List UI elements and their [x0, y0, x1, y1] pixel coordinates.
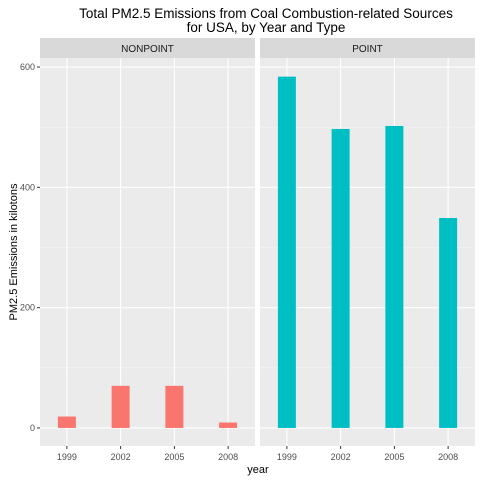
- bar-nonpoint-2008: [219, 422, 238, 428]
- bar-point-2005: [385, 125, 404, 428]
- panel-nonpoint-label: NONPOINT: [121, 44, 174, 55]
- x-axis-point: 1999 2002 2005 2008: [277, 446, 458, 462]
- x-tick-label: 2002: [111, 452, 131, 462]
- panel-nonpoint-background: [40, 58, 255, 446]
- y-axis: 0 200 400 600: [20, 62, 40, 433]
- bar-point-2002: [331, 128, 350, 428]
- panel-nonpoint-bars: [57, 385, 238, 428]
- x-tick-label: 1999: [277, 452, 297, 462]
- x-tick-label: 1999: [57, 452, 77, 462]
- x-tick-label: 2005: [384, 452, 404, 462]
- y-tick-label: 600: [20, 62, 35, 72]
- x-tick-label: 2005: [164, 452, 184, 462]
- bar-nonpoint-2002: [111, 385, 130, 428]
- panel-point-strip: [260, 38, 475, 58]
- x-tick-label: 2002: [331, 452, 351, 462]
- chart-title-line-1: Total PM2.5 Emissions from Coal Combusti…: [79, 6, 453, 21]
- y-tick-label: 0: [30, 423, 35, 433]
- y-tick-label: 400: [20, 182, 35, 192]
- panel-nonpoint-strip: [40, 38, 255, 58]
- x-axis-nonpoint: 1999 2002 2005 2008: [57, 446, 238, 462]
- x-tick-label: 2008: [218, 452, 238, 462]
- y-axis-title: PM2.5 Emissions in kilotons: [8, 183, 20, 320]
- panel-nonpoint-grid: [40, 58, 255, 446]
- x-axis-title: year: [247, 464, 269, 476]
- panel-point: POINT: [260, 38, 475, 446]
- x-tick-label: 2008: [438, 452, 458, 462]
- bar-point-1999: [277, 76, 296, 428]
- bar-point-2008: [439, 218, 458, 428]
- panel-point-bars: [277, 76, 458, 428]
- panel-nonpoint: NONPOINT: [40, 38, 255, 446]
- bar-nonpoint-2005: [165, 385, 184, 428]
- chart-title-line-2: for USA, by Year and Type: [187, 20, 346, 35]
- panel-point-label: POINT: [352, 44, 383, 55]
- y-tick-label: 200: [20, 303, 35, 313]
- bar-nonpoint-1999: [57, 416, 76, 428]
